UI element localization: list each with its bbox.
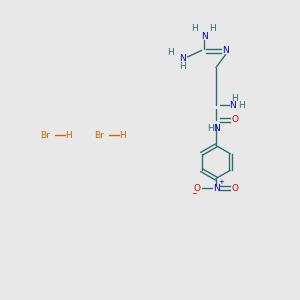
Text: H: H: [210, 24, 216, 33]
Text: Br: Br: [94, 130, 104, 140]
Text: H: H: [231, 94, 238, 103]
Text: N: N: [201, 32, 207, 41]
Text: N: N: [222, 46, 229, 56]
Text: N: N: [213, 124, 219, 133]
Text: N: N: [213, 184, 219, 193]
Text: H: H: [238, 100, 245, 109]
Text: O: O: [231, 116, 238, 124]
Text: H: H: [65, 130, 72, 140]
Text: H: H: [119, 130, 126, 140]
Text: +: +: [218, 179, 224, 185]
Text: H: H: [168, 48, 174, 57]
Text: N: N: [229, 100, 236, 109]
Text: Br: Br: [40, 130, 50, 140]
Text: H: H: [192, 24, 198, 33]
Text: O: O: [231, 184, 238, 193]
Text: H: H: [207, 124, 213, 133]
Text: −: −: [191, 190, 197, 196]
Text: N: N: [180, 54, 186, 63]
Text: O: O: [194, 184, 201, 193]
Text: H: H: [180, 62, 186, 71]
